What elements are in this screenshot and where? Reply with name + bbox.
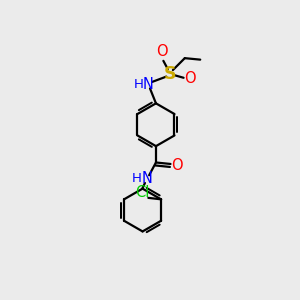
Text: O: O bbox=[171, 158, 183, 173]
Text: N: N bbox=[143, 77, 154, 92]
Text: S: S bbox=[164, 64, 176, 82]
Text: N: N bbox=[142, 171, 152, 186]
Text: O: O bbox=[156, 44, 167, 59]
Text: H: H bbox=[134, 78, 144, 91]
Text: Cl: Cl bbox=[135, 185, 150, 200]
Text: O: O bbox=[184, 71, 196, 86]
Text: H: H bbox=[132, 172, 142, 185]
